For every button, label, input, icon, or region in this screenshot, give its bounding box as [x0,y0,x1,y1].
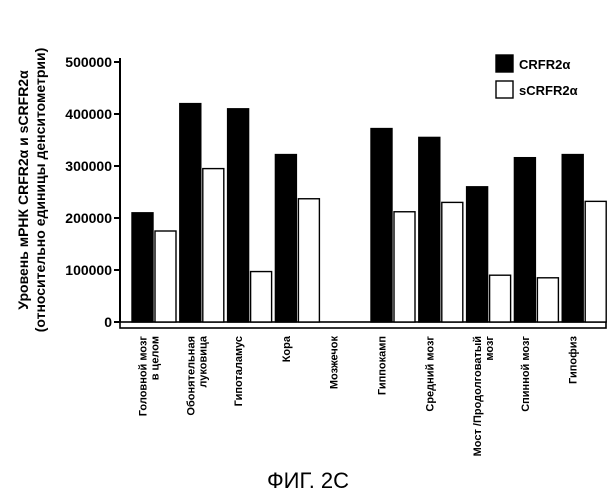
x-tick-label: Обонятельная [185,336,197,416]
legend-label: CRFR2α [519,57,570,72]
x-tick-label: Спинной мозг [520,336,532,412]
bar-scrfr2a [537,278,558,322]
bar-scrfr2a [155,231,176,322]
x-tick-labels: Головной мозгв целом Обонятельнаялуковица… [138,335,580,456]
x-tick-label: Гиппокамп [377,336,389,395]
x-axis-baseline [120,322,606,328]
y-axis-title: Уровень мРНК CRFR2α и sCRFR2α(относитель… [15,48,48,333]
x-tick-label: Мозжечок [329,336,341,390]
bar-chart: Уровень мРНК CRFR2α и sCRFR2α(относитель… [0,0,614,500]
bar-scrfr2a [585,201,606,322]
x-tick-label: Кора [281,335,293,362]
bar-crfr2a [562,155,583,322]
x-tick-label: в целом [150,336,162,380]
y-tick-label: 300000 [65,158,112,174]
bar-crfr2a [275,155,296,322]
bar-crfr2a [132,213,153,322]
y-tick-label: 100000 [65,262,112,278]
x-tick-label: луковица [197,335,209,387]
bar-scrfr2a [490,275,511,322]
bar-scrfr2a [251,272,272,322]
x-tick-label: Гипоталамус [233,336,245,406]
bars [132,104,606,322]
bar-scrfr2a [394,212,415,322]
legend-swatch [496,55,513,72]
legend-swatch [496,81,513,98]
x-tick-label: Гипофиз [568,335,580,383]
bar-crfr2a [514,158,535,322]
figure-caption: ФИГ. 2С [267,468,349,493]
y-tick-label: 400000 [65,106,112,122]
y-ticks: 0 100000 200000 300000 400000 500000 [65,54,120,330]
bar-crfr2a [180,104,201,322]
x-tick-label: мозг [484,336,496,361]
bar-crfr2a [228,109,249,322]
x-tick-label: Головной мозг [138,336,150,417]
y-axis-title-line: Уровень мРНК CRFR2α и sCRFR2α [15,70,31,310]
bar-scrfr2a [203,169,224,322]
bar-scrfr2a [298,199,319,322]
legend: CRFR2α sCRFR2α [496,55,578,98]
x-tick-label: Средний мозг [424,336,436,412]
y-tick-label: 0 [104,314,112,330]
bar-crfr2a [467,187,488,322]
bar-crfr2a [419,137,440,322]
y-axis-title-line: (относительно единицы денситометрии) [32,48,48,333]
x-tick-label: Мост /Продолговатый [472,336,484,456]
bar-scrfr2a [442,202,463,322]
bar-crfr2a [371,129,392,322]
legend-label: sCRFR2α [519,83,578,98]
y-tick-label: 500000 [65,54,112,70]
y-tick-label: 200000 [65,210,112,226]
